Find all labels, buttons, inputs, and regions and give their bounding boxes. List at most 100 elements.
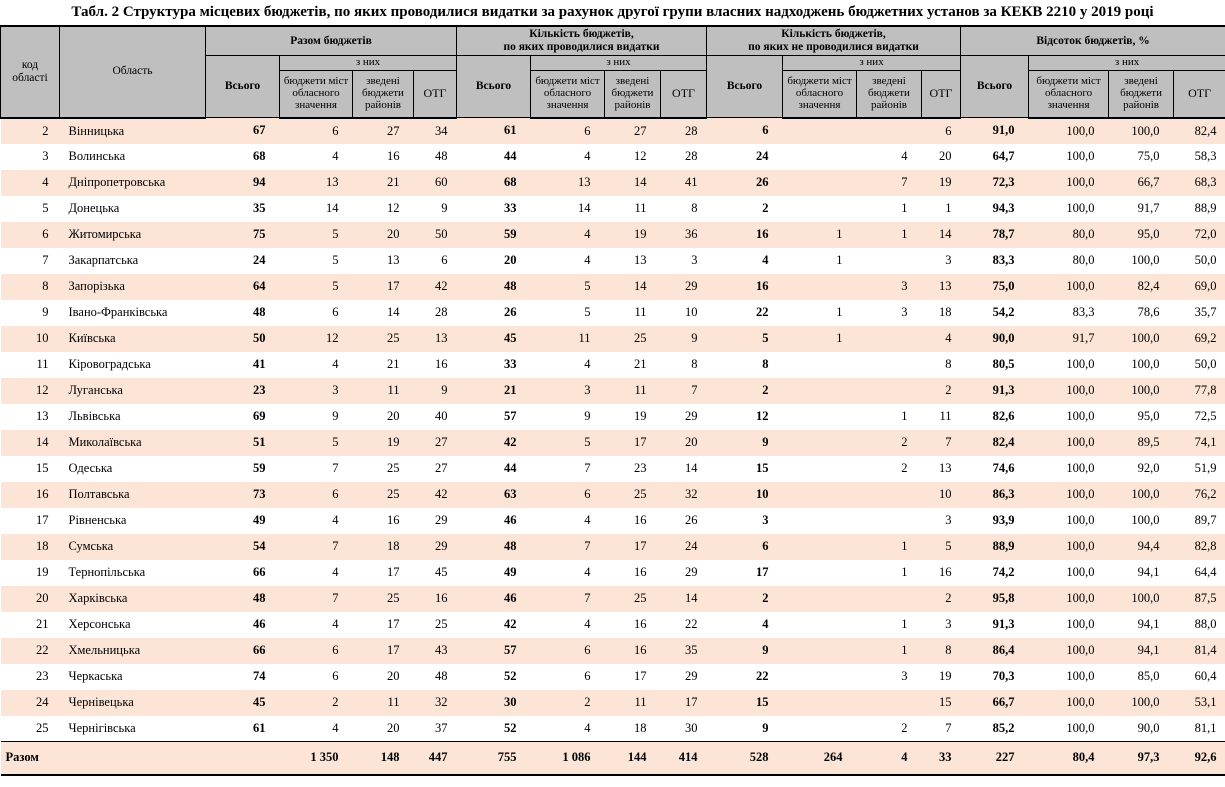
value-cell: 59	[253, 461, 266, 475]
value-cell: 5	[332, 435, 339, 449]
value-cell: 74,1	[1194, 435, 1217, 449]
value-cell: 7	[901, 175, 908, 189]
region-name-cell: Полтавська	[68, 487, 130, 501]
value-cell: 76,2	[1194, 487, 1217, 501]
value-cell: 83,3	[992, 253, 1015, 267]
table-row: 7 Закарпатська 24 5 13 6 20 4 13 3 4 1 3 83,3 80,0 100,…	[1, 248, 1225, 274]
value-cell: 80,0	[1072, 227, 1095, 241]
table-row: 20 Харківська 48 7 25 16 46 7 25 14 2 2 95,8 100,0 100…	[0, 585, 1225, 612]
table-row: 22 Хмельницька 66 6 17 43 57 6 16 35 9 1 8 86,4 100,0 9…	[0, 637, 1225, 664]
value-cell: 73	[253, 487, 266, 501]
value-cell: 94,4	[1137, 539, 1160, 553]
value-cell: 46	[504, 591, 517, 605]
header-of-them-g4: з них	[1028, 55, 1225, 71]
header-city-budgets-g2: бюджети міст обласного значення	[530, 70, 605, 119]
value-cell: 14	[578, 201, 591, 215]
value-cell: 49	[253, 513, 266, 527]
value-cell: 46	[253, 617, 266, 631]
value-cell	[783, 612, 857, 638]
table-row: 23 Черкаська 74 6 20 48 52 6 17 29 22 3 19 70,3 100,0 8…	[1, 664, 1225, 690]
value-cell: 88,9	[992, 539, 1015, 553]
table-row: 11 Кіровоградська 41 4 21 16 33 4 21 8 8 8 80,5 100,0…	[1, 352, 1225, 378]
header-city-budgets-g3: бюджети міст обласного значення	[782, 70, 857, 119]
value-cell: 17	[387, 617, 400, 631]
value-cell: 100,0	[1066, 409, 1095, 423]
region-code-cell: 22	[36, 643, 49, 657]
value-cell: 9	[691, 331, 698, 345]
value-cell: 50,0	[1194, 357, 1217, 371]
value-cell: 11	[387, 383, 400, 397]
value-cell: 100,0	[1131, 123, 1160, 138]
region-name-cell: Київська	[68, 331, 116, 345]
value-cell: 11	[634, 695, 647, 709]
header-otg-g4: ОТГ	[1173, 70, 1225, 119]
value-cell: 90,0	[992, 331, 1015, 345]
value-cell: 14	[685, 591, 698, 605]
value-cell: 43	[435, 643, 448, 657]
value-cell: 4	[901, 149, 908, 163]
header-group-percent: Відсоток бюджетів, %	[960, 24, 1225, 56]
header-region-code: код області	[0, 24, 60, 119]
value-cell: 64,7	[992, 149, 1015, 163]
value-cell: 74,2	[992, 565, 1015, 579]
value-cell: 10	[939, 487, 952, 501]
value-cell: 95,0	[1137, 227, 1160, 241]
value-cell: 25	[387, 487, 400, 501]
value-cell: 22	[756, 669, 769, 683]
table-row: 8 Запорізька 64 5 17 42 48 5 14 29 16 3 13 75,0 100,0 8…	[0, 273, 1225, 300]
value-cell: 11	[634, 383, 647, 397]
value-cell: 9	[762, 720, 769, 735]
value-cell: 20	[387, 227, 400, 241]
value-cell: 25	[387, 461, 400, 475]
value-cell: 94,3	[992, 201, 1015, 215]
value-cell: 67	[253, 123, 266, 138]
value-cell: 10	[756, 487, 769, 501]
value-cell	[783, 430, 857, 456]
header-city-budgets-g1: бюджети міст обласного значення	[279, 70, 353, 119]
value-cell: 74	[253, 669, 266, 683]
region-name-cell: Житомирська	[68, 227, 142, 241]
value-cell: 80,5	[992, 357, 1015, 371]
value-cell: 100,0	[1066, 539, 1095, 553]
region-name-cell: Чернівецька	[68, 695, 134, 709]
value-cell: 6	[332, 123, 339, 138]
value-cell: 4	[762, 617, 769, 631]
value-cell: 11	[634, 305, 647, 319]
value-cell: 30	[504, 695, 517, 709]
value-cell: 2	[901, 720, 908, 735]
value-cell: 40	[435, 409, 448, 423]
region-code-cell: 4	[42, 175, 49, 189]
value-cell: 19	[939, 175, 952, 189]
region-code-cell: 18	[36, 539, 49, 553]
value-cell	[783, 534, 857, 560]
value-cell: 20	[504, 253, 517, 267]
value-cell: 9	[332, 409, 339, 423]
value-cell: 35,7	[1194, 305, 1217, 319]
value-cell: 2	[332, 695, 339, 709]
value-cell: 5	[945, 539, 952, 553]
value-cell: 15	[756, 461, 769, 475]
value-cell: 50,0	[1194, 253, 1217, 267]
region-code-cell: 17	[36, 513, 49, 527]
value-cell	[857, 482, 922, 508]
value-cell: 100,0	[1131, 487, 1160, 501]
value-cell: 37	[435, 720, 448, 735]
value-cell: 3	[901, 279, 908, 293]
totals-value-cell: 755	[497, 750, 517, 765]
value-cell: 9	[441, 201, 448, 215]
value-cell: 9	[762, 435, 769, 449]
value-cell: 4	[332, 149, 339, 163]
region-name-cell: Вінницька	[68, 123, 125, 138]
value-cell: 75	[253, 227, 266, 241]
value-cell: 54	[253, 539, 266, 553]
value-cell: 3	[945, 513, 952, 527]
totals-value-cell: 4	[901, 750, 908, 765]
value-cell: 19	[634, 227, 647, 241]
value-cell: 6	[584, 669, 591, 683]
value-cell	[857, 248, 922, 274]
value-cell	[783, 170, 857, 196]
value-cell: 4	[584, 253, 591, 267]
value-cell: 6	[584, 123, 591, 138]
value-cell: 57	[504, 643, 517, 657]
region-name-cell: Кіровоградська	[68, 357, 151, 371]
